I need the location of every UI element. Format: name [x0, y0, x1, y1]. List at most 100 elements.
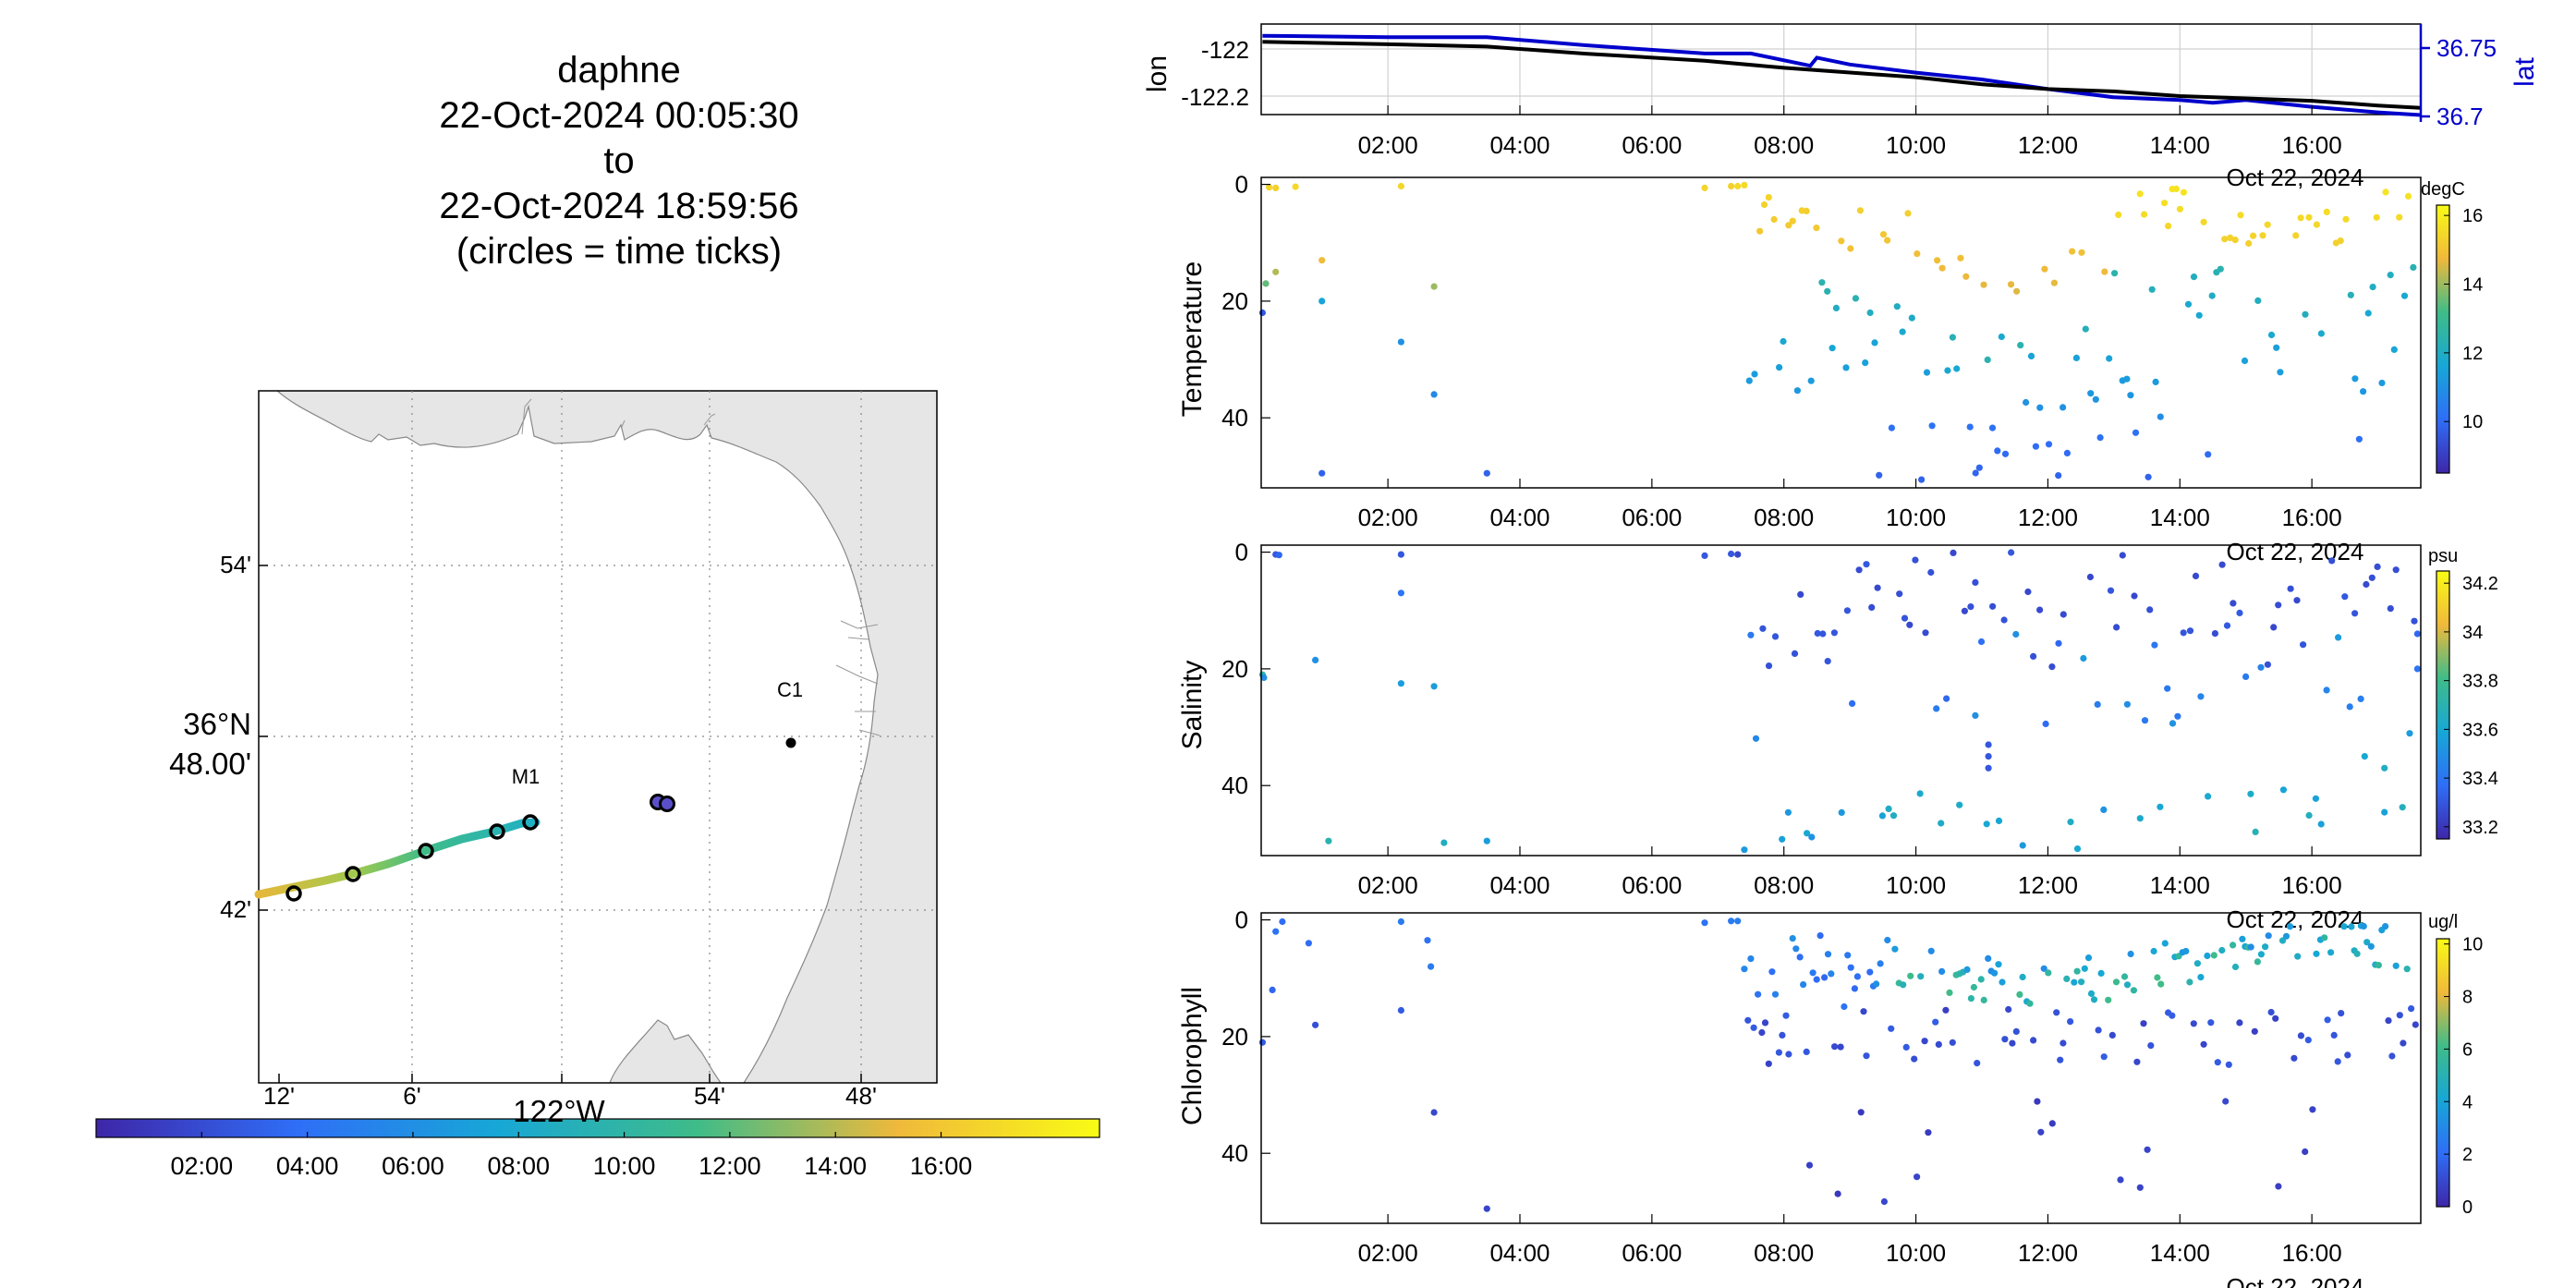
- x-tick-label: 10:00: [1886, 1239, 1946, 1267]
- data-point: [2131, 592, 2138, 600]
- data-point: [1989, 602, 1997, 610]
- data-point: [1747, 631, 1755, 638]
- data-point: [2205, 793, 2212, 800]
- data-point: [2141, 211, 2148, 218]
- data-point: [1789, 217, 1796, 225]
- data-point: [1985, 954, 1992, 962]
- data-point: [1914, 1173, 1921, 1181]
- data-point: [2323, 208, 2330, 215]
- data-point: [1984, 356, 1991, 363]
- data-point: [1938, 264, 1946, 272]
- data-point: [2375, 962, 2382, 969]
- data-point: [1834, 1190, 1841, 1197]
- data-point: [2176, 205, 2183, 213]
- data-point: [2180, 188, 2187, 196]
- data-point: [1430, 391, 1438, 398]
- data-point: [2341, 593, 2349, 601]
- data-point: [2340, 923, 2348, 930]
- data-point: [2024, 588, 2032, 596]
- lon-tick-1: -122: [1201, 36, 1249, 64]
- colorbar-tick-label: 33.4: [2462, 769, 2498, 789]
- data-point: [1483, 469, 1490, 477]
- chlorophyll-colorbar-unit: ug/l: [2428, 912, 2458, 932]
- data-point: [1972, 711, 1979, 720]
- data-point: [1932, 1018, 1939, 1026]
- data-point: [2363, 939, 2371, 946]
- data-point: [2275, 1183, 2282, 1190]
- data-point: [1991, 969, 1999, 977]
- x-tick-label: 16:00: [2282, 504, 2342, 531]
- data-point: [1776, 364, 1783, 371]
- data-point: [2001, 1036, 2009, 1043]
- track-tick-circle: [522, 814, 539, 831]
- salinity-colorbar-unit: psu: [2428, 546, 2458, 566]
- data-point: [2090, 996, 2098, 1003]
- date-label: Oct 22, 2024: [2227, 905, 2364, 933]
- data-point: [1907, 972, 1914, 979]
- x-tick-label: 04:00: [1489, 504, 1549, 531]
- data-point: [2005, 1005, 2012, 1014]
- y-tick-label: 40: [1221, 404, 1248, 431]
- data-point: [2012, 1027, 2020, 1035]
- map-lon-tick-54: 54': [694, 1082, 725, 1110]
- data-point: [1817, 932, 1824, 940]
- data-point: [1260, 674, 1268, 682]
- data-point: [1917, 973, 1925, 980]
- data-point: [2355, 435, 2363, 443]
- x-tick-label: 12:00: [2018, 871, 2078, 899]
- data-point: [2113, 624, 2120, 631]
- data-point: [1927, 947, 1935, 954]
- data-point: [1430, 283, 1438, 290]
- lat-tick-1: 36.75: [2436, 34, 2497, 62]
- data-point: [2313, 950, 2320, 957]
- map-lat-center-label-min: 48.00': [169, 747, 251, 781]
- data-point: [2351, 375, 2359, 383]
- data-point: [1258, 1039, 1266, 1046]
- data-point: [1849, 699, 1856, 708]
- data-point: [1923, 369, 1931, 376]
- data-point: [2367, 942, 2375, 950]
- data-point: [1866, 309, 1874, 317]
- data-point: [1838, 808, 1845, 817]
- plot-title-block: daphne 22-Oct-2024 00:05:30 to 22-Oct-20…: [305, 48, 933, 274]
- data-point: [2210, 952, 2218, 959]
- data-point: [2032, 443, 2039, 450]
- data-point: [2236, 609, 2243, 617]
- colorbar-tick-label: 16: [2462, 206, 2483, 226]
- data-point: [2214, 1059, 2221, 1066]
- colorbar-tick-label: 0: [2462, 1197, 2473, 1218]
- data-point: [2161, 940, 2169, 947]
- data-point: [2132, 429, 2140, 436]
- data-point: [1800, 981, 1807, 989]
- data-point: [1841, 1002, 1848, 1011]
- data-point: [1807, 377, 1815, 384]
- colorbar-tick-label: 33.8: [2462, 672, 2498, 692]
- data-point: [1977, 976, 1985, 983]
- data-point: [1918, 476, 1926, 483]
- data-point: [1751, 371, 1758, 378]
- data-point: [2363, 580, 2370, 589]
- data-point: [1831, 1043, 1839, 1051]
- data-point: [2180, 629, 2187, 637]
- track-colorbar-tick-label: 08:00: [487, 1152, 550, 1180]
- data-point: [2119, 552, 2126, 559]
- data-point: [2016, 990, 2023, 998]
- data-point: [1967, 603, 1975, 611]
- colorbar-tick-label: 12: [2462, 344, 2483, 364]
- data-point: [2100, 1053, 2108, 1061]
- data-point: [2309, 1106, 2316, 1113]
- temperature-colorbar-unit: degC: [2421, 179, 2465, 200]
- x-tick-label: 16:00: [2282, 131, 2342, 159]
- data-point: [2390, 346, 2398, 353]
- data-point: [1988, 424, 1997, 431]
- station-marker-c1: [785, 737, 796, 748]
- legend-note: (circles = time ticks): [456, 231, 783, 272]
- data-point: [1998, 333, 2005, 341]
- data-point: [1972, 469, 1979, 477]
- data-point: [2323, 687, 2330, 694]
- data-point: [2145, 473, 2152, 480]
- data-point: [1927, 568, 1935, 577]
- data-point: [1832, 304, 1840, 311]
- data-point: [1272, 184, 1280, 191]
- data-point: [2321, 934, 2328, 942]
